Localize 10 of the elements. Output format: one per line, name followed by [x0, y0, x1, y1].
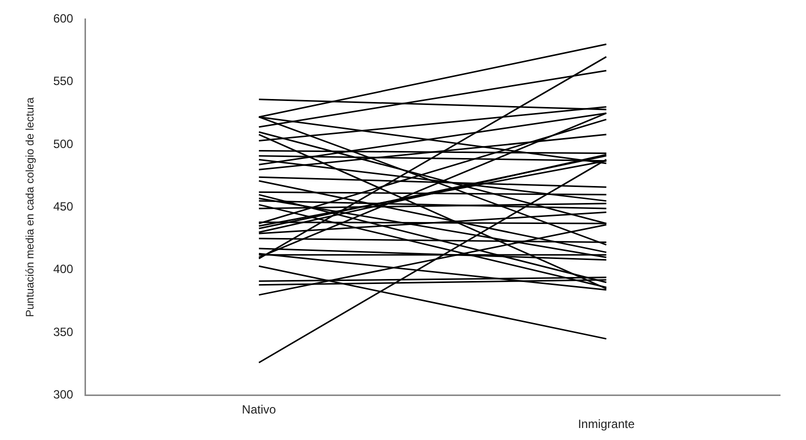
y-tick-label: 550 — [53, 74, 74, 88]
y-tick-label: 350 — [53, 324, 74, 339]
y-tick-label: 400 — [53, 262, 74, 276]
y-tick-label: 500 — [53, 136, 74, 151]
x-tick-label: Inmigrante — [578, 417, 635, 432]
y-axis-title: Puntuación media en cada colegio de lectura — [24, 96, 37, 317]
y-tick-label: 600 — [53, 12, 74, 26]
x-tick-label: Nativo — [242, 402, 276, 417]
y-tick-label: 300 — [53, 388, 74, 402]
y-tick-label: 450 — [53, 200, 74, 214]
